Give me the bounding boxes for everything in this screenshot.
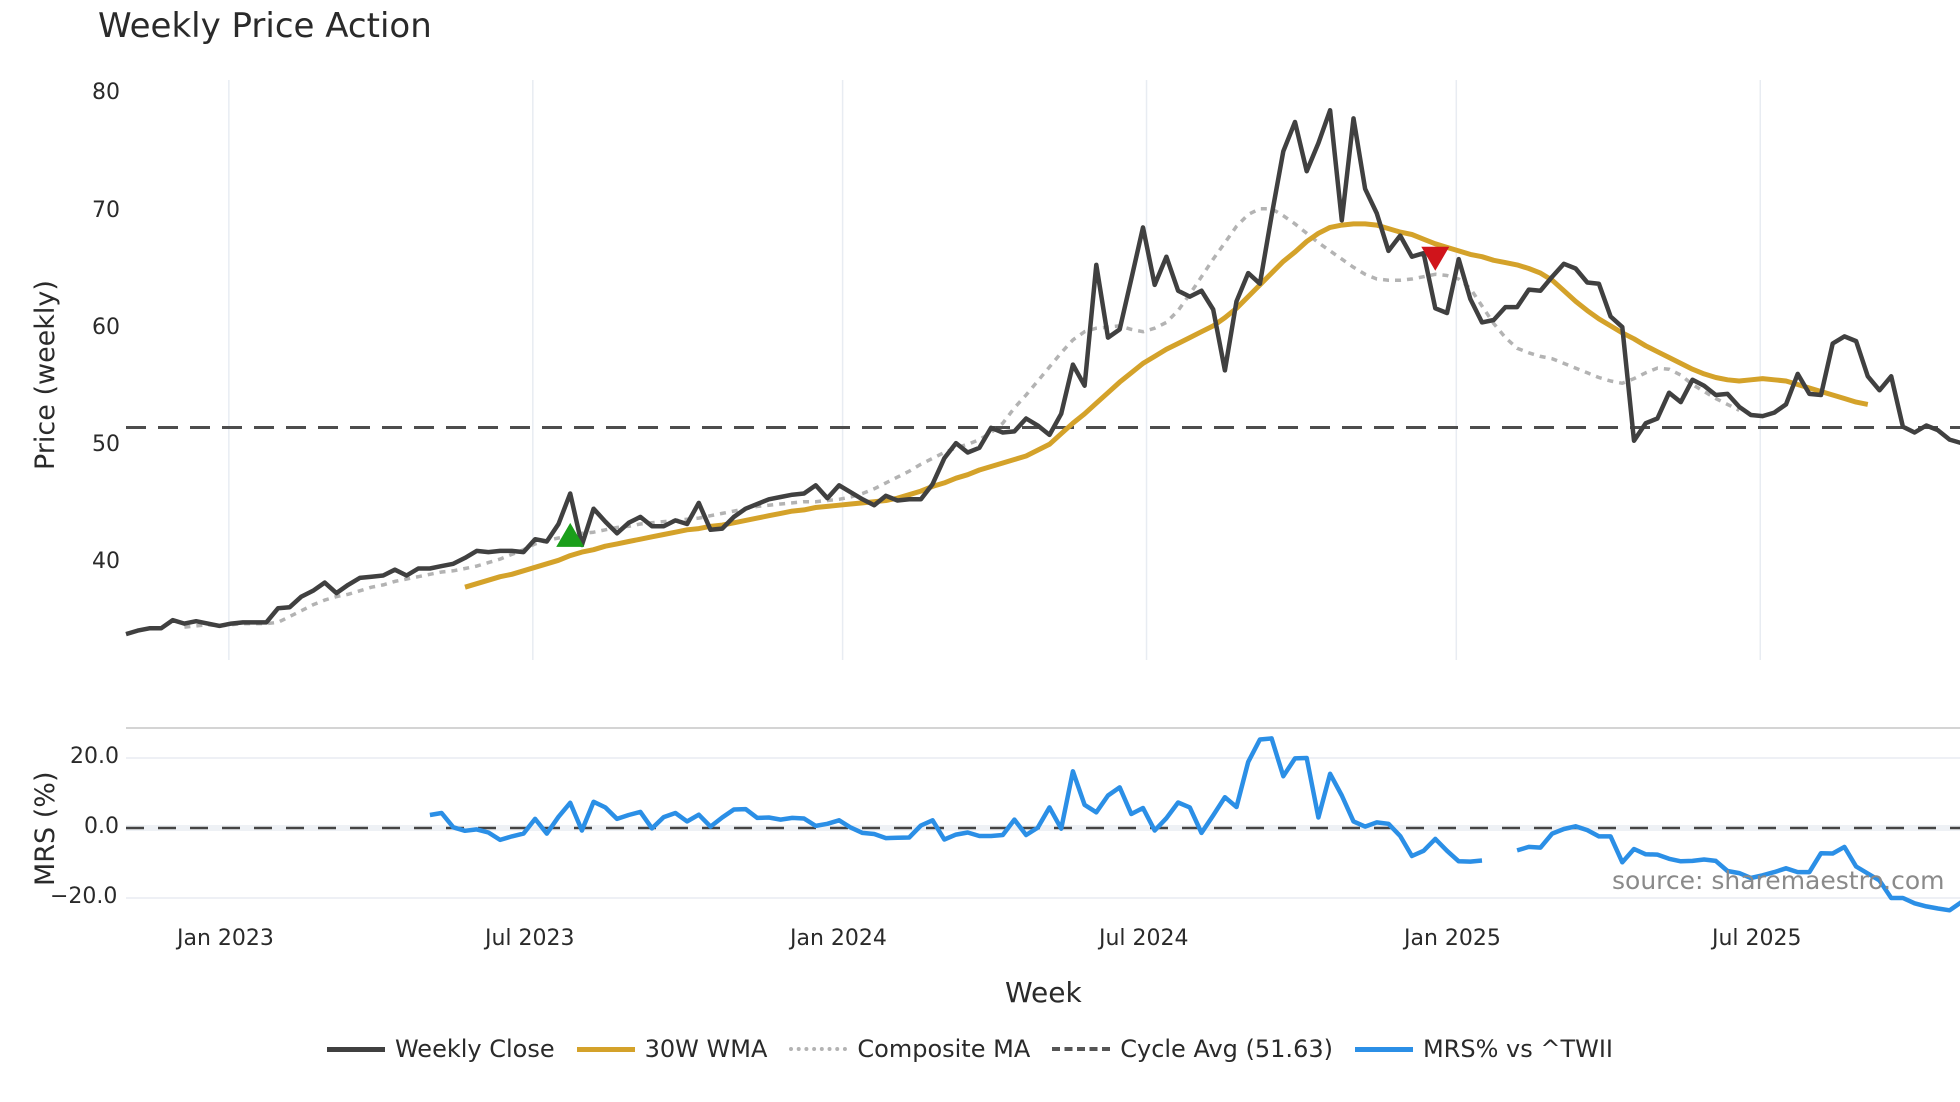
x-tick-jul-2023: Jul 2023 [485, 926, 575, 951]
legend-mrs[interactable]: MRS% vs ^TWII [1354, 1035, 1614, 1063]
signal-markers [556, 246, 1450, 547]
source-watermark: source: sharemaestro.com [1612, 866, 1945, 895]
sell-signal-marker-icon [1421, 246, 1450, 271]
x-tick-jan-2025: Jan 2025 [1404, 926, 1501, 951]
price-tick-60: 60 [92, 315, 120, 340]
solid-line-swatch-icon [576, 1046, 635, 1052]
legend-weekly-close[interactable]: Weekly Close [326, 1035, 555, 1063]
price-tick-70: 70 [92, 198, 120, 223]
price-tick-40: 40 [92, 549, 120, 574]
chart-title: Weekly Price Action [98, 6, 432, 46]
weekly-close-line [125, 107, 1960, 637]
legend: Weekly Close 30W WMA Composite MA Cycle … [0, 1035, 1960, 1063]
composite-ma-line [184, 206, 1740, 629]
price-tick-80: 80 [92, 80, 120, 105]
mrs-plot [126, 736, 1960, 913]
price-plot [125, 107, 1960, 637]
solid-line-swatch-icon [1354, 1046, 1413, 1052]
x-tick-jul-2024: Jul 2024 [1099, 926, 1189, 951]
gridlines [126, 80, 1960, 899]
legend-composite-ma[interactable]: Composite MA [789, 1035, 1030, 1063]
legend-label: Weekly Close [394, 1035, 555, 1063]
x-tick-jul-2025: Jul 2025 [1712, 926, 1802, 951]
x-axis-label: Week [1005, 976, 1082, 1009]
mrs-tick-neg20: −20.0 [50, 884, 118, 909]
x-tick-jan-2024: Jan 2024 [790, 926, 887, 951]
legend-label: Cycle Avg (51.63) [1120, 1035, 1333, 1063]
x-tick-jan-2023: Jan 2023 [177, 926, 274, 951]
mrs-tick-20: 20.0 [70, 744, 119, 769]
legend-cycle-avg[interactable]: Cycle Avg (51.63) [1052, 1035, 1333, 1063]
price-tick-50: 50 [92, 432, 120, 457]
mrs-line [429, 736, 1960, 913]
legend-30w-wma[interactable]: 30W WMA [576, 1035, 768, 1063]
legend-label: 30W WMA [644, 1035, 768, 1063]
mrs-axis-label: MRS (%) [30, 771, 61, 887]
solid-line-swatch-icon [326, 1046, 385, 1052]
price-axis-label: Price (weekly) [30, 280, 61, 470]
30w-wma-line [464, 221, 1869, 590]
legend-label: Composite MA [857, 1035, 1031, 1063]
legend-label: MRS% vs ^TWII [1422, 1035, 1614, 1063]
dashed-line-swatch-icon [1052, 1047, 1111, 1051]
mrs-tick-0: 0.0 [84, 814, 119, 839]
dotted-line-swatch-icon [789, 1047, 848, 1051]
buy-signal-marker-icon [556, 522, 585, 547]
